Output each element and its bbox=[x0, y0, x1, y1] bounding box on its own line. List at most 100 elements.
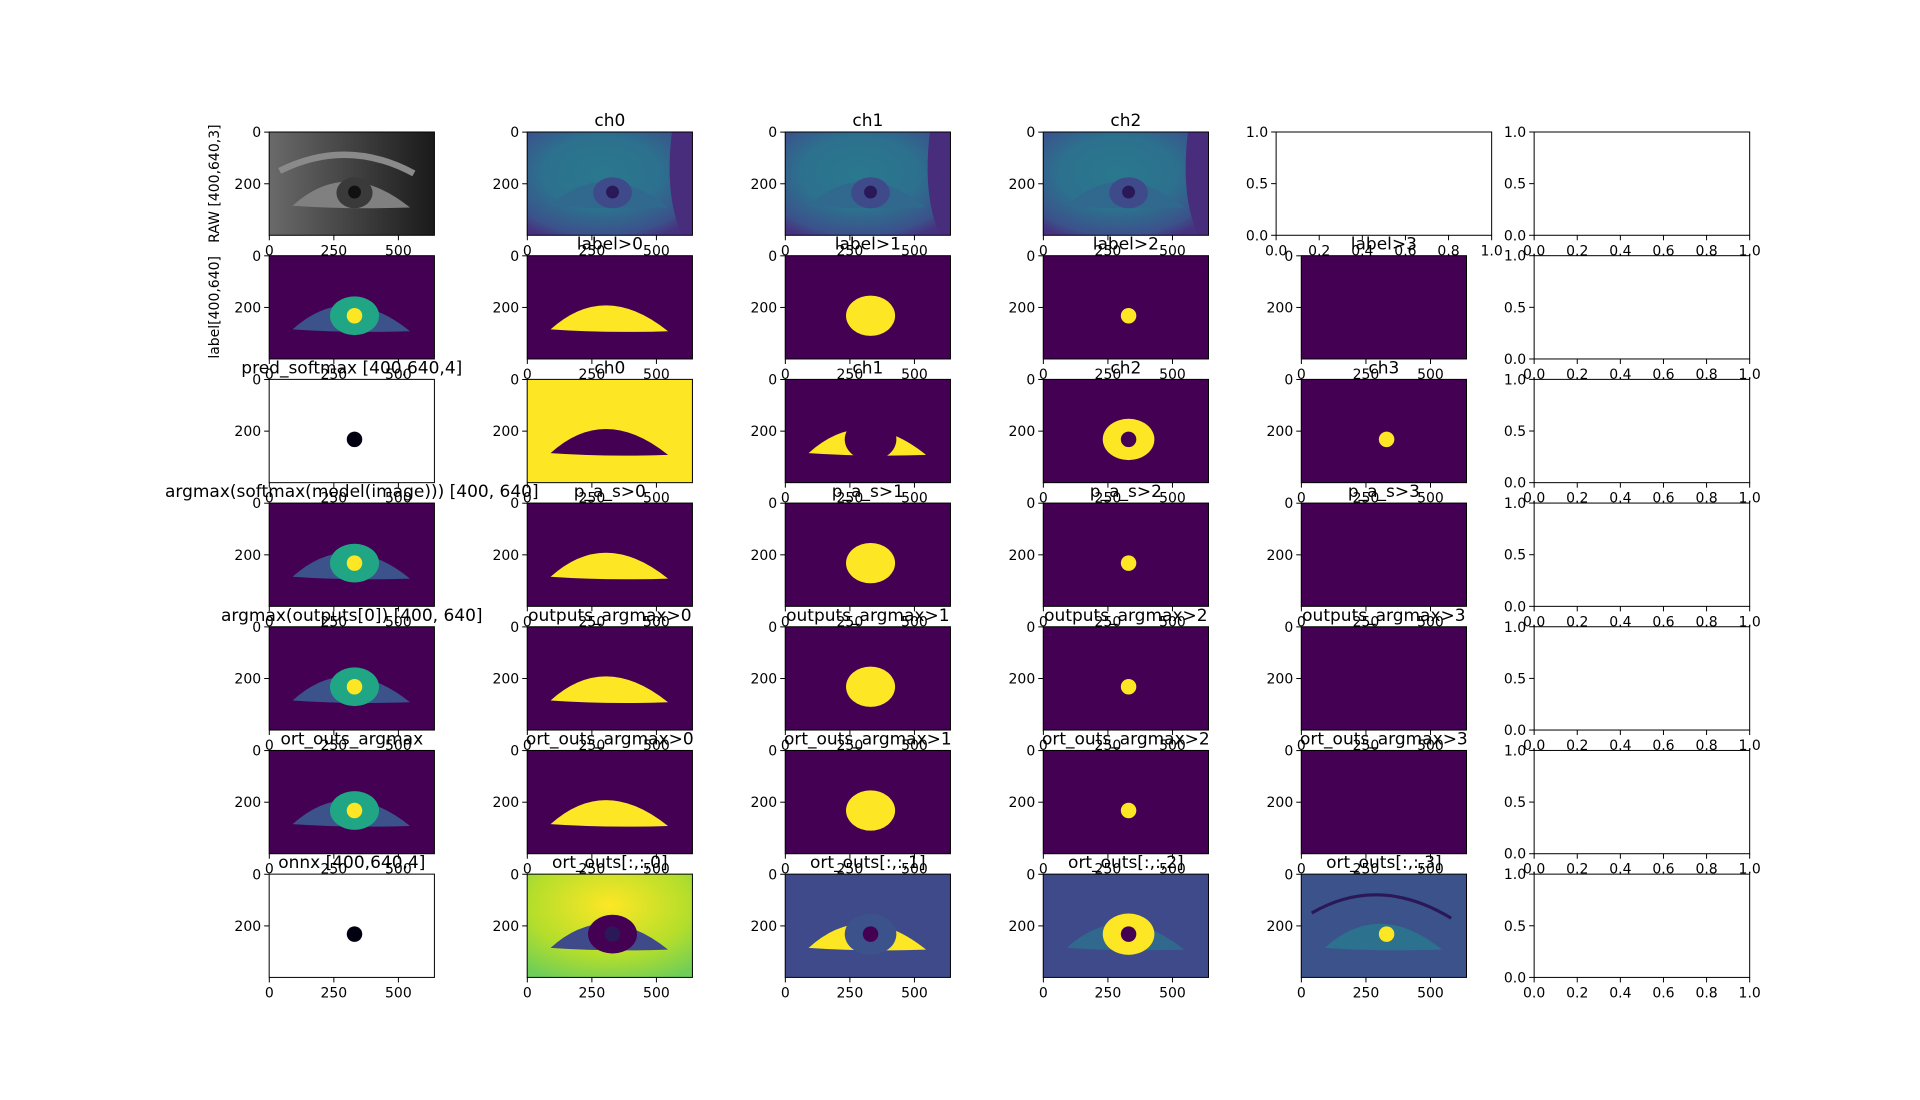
subplot-title: pred_softmax [400,640,4] bbox=[241, 358, 462, 378]
y-tick-label: 200 bbox=[1267, 795, 1294, 811]
y-tick-label: 0 bbox=[252, 496, 261, 512]
y-tick-label: 0.5 bbox=[1504, 424, 1526, 440]
x-tick-label: 0 bbox=[265, 614, 274, 630]
axes-frame bbox=[1533, 378, 1751, 484]
x-tick-label: 0.8 bbox=[1695, 985, 1717, 1001]
y-tick-label: 200 bbox=[492, 424, 519, 440]
image bbox=[1301, 379, 1467, 483]
x-tick-label: 1.0 bbox=[1739, 985, 1761, 1001]
y-tick-label: 0.0 bbox=[1504, 847, 1526, 863]
x-tick-label: 250 bbox=[320, 985, 347, 1001]
y-tick-label: 200 bbox=[1009, 672, 1036, 688]
image-region bbox=[1378, 926, 1395, 942]
y-tick-label: 0.0 bbox=[1504, 723, 1526, 739]
x-tick-label: 0.6 bbox=[1652, 243, 1674, 259]
x-tick-label: 0 bbox=[1297, 367, 1306, 383]
y-tick-label: 0 bbox=[1284, 249, 1293, 265]
x-tick-label: 0.6 bbox=[1652, 491, 1674, 507]
x-tick-label: 0.2 bbox=[1566, 985, 1588, 1001]
subplot: 0 250 500 0 200 onnx [400,640,4] bbox=[234, 853, 435, 1001]
image-region bbox=[846, 295, 896, 336]
image-region bbox=[862, 926, 879, 942]
y-tick-label: 0 bbox=[768, 620, 777, 636]
image-region bbox=[1378, 431, 1395, 448]
subplot-title: outputs_argmax>0 bbox=[528, 606, 691, 626]
y-tick-label: 200 bbox=[234, 424, 261, 440]
image-bg bbox=[269, 874, 435, 978]
y-tick-label: 1.0 bbox=[1504, 125, 1526, 141]
subplot-title: argmax(outputs[0]) [400, 640] bbox=[221, 606, 483, 626]
image-region bbox=[346, 555, 363, 571]
image bbox=[1043, 874, 1209, 978]
subplot-title: label>0 bbox=[577, 235, 643, 255]
x-tick-label: 0 bbox=[781, 491, 790, 507]
subplot: 0.0 0.2 0.4 0.6 0.8 1.00.00.51.0 bbox=[1504, 743, 1761, 877]
x-tick-label: 0.6 bbox=[1652, 367, 1674, 383]
x-tick-label: 250 bbox=[837, 985, 864, 1001]
subplot: 0 250 500 0 200 ort_outs[:,:,1] bbox=[750, 853, 951, 1001]
x-tick-label: 0.6 bbox=[1652, 614, 1674, 630]
image-region bbox=[1185, 132, 1209, 236]
image-region bbox=[1120, 679, 1137, 695]
x-tick-label: 0.4 bbox=[1609, 985, 1631, 1001]
x-tick-label: 0 bbox=[1039, 862, 1048, 878]
x-tick-label: 0.2 bbox=[1566, 862, 1588, 878]
x-tick-label: 0.8 bbox=[1695, 491, 1717, 507]
y-tick-label: 0 bbox=[510, 867, 519, 883]
y-tick-label: 0 bbox=[1026, 373, 1035, 389]
subplot-title: ch2 bbox=[1110, 358, 1141, 378]
y-tick-label: 0 bbox=[510, 496, 519, 512]
axes-frame bbox=[1533, 626, 1751, 731]
y-tick-label: 0 bbox=[510, 744, 519, 760]
x-tick-label: 0.4 bbox=[1609, 614, 1631, 630]
y-tick-label: 0 bbox=[1284, 496, 1293, 512]
image-region bbox=[1120, 555, 1137, 571]
x-tick-label: 0 bbox=[1039, 738, 1048, 754]
image-region bbox=[346, 679, 363, 695]
axes-frame bbox=[1533, 255, 1751, 360]
image bbox=[269, 379, 435, 483]
image-bg bbox=[1301, 379, 1467, 483]
subplot: 0 250 500 0 200 ort_outs[:,:,0] bbox=[492, 853, 693, 1001]
image-bg bbox=[1043, 255, 1209, 359]
image-bg bbox=[1043, 750, 1209, 854]
x-tick-label: 0 bbox=[781, 243, 790, 259]
x-tick-label: 0 bbox=[265, 985, 274, 1001]
y-tick-label: 200 bbox=[750, 795, 777, 811]
image-region bbox=[550, 429, 669, 456]
x-tick-label: 250 bbox=[1353, 985, 1380, 1001]
y-tick-label: 0 bbox=[1026, 744, 1035, 760]
y-tick-label: 0 bbox=[1284, 373, 1293, 389]
axes-frame bbox=[1533, 502, 1751, 607]
y-tick-label: 0 bbox=[1284, 867, 1293, 883]
image bbox=[527, 874, 693, 978]
image-region bbox=[348, 185, 361, 199]
y-tick-label: 200 bbox=[750, 424, 777, 440]
y-tick-label: 200 bbox=[1009, 424, 1036, 440]
y-tick-label: 0.5 bbox=[1246, 177, 1268, 193]
x-tick-label: 0 bbox=[1297, 862, 1306, 878]
subplot-title: outputs_argmax>3 bbox=[1302, 606, 1465, 626]
image bbox=[1043, 255, 1209, 359]
x-tick-label: 1.0 bbox=[1481, 243, 1503, 259]
y-tick-label: 1.0 bbox=[1504, 496, 1526, 512]
subplot-title: p_a_s>0 bbox=[574, 482, 646, 502]
y-tick-label: 200 bbox=[234, 177, 261, 193]
subplot: 0 250 500 0 200 ort_outs[:,:,2] bbox=[1009, 853, 1209, 1001]
x-tick-label: 0 bbox=[523, 614, 532, 630]
x-tick-label: 0.2 bbox=[1566, 491, 1588, 507]
y-tick-label: 200 bbox=[492, 672, 519, 688]
y-tick-label: 0 bbox=[1026, 867, 1035, 883]
x-tick-label: 0 bbox=[781, 738, 790, 754]
subplot-title: ch0 bbox=[594, 358, 625, 378]
x-tick-label: 0 bbox=[1297, 738, 1306, 754]
image bbox=[1301, 874, 1467, 978]
image-bg bbox=[1043, 626, 1209, 731]
image bbox=[1043, 132, 1209, 236]
x-tick-label: 0.0 bbox=[1523, 985, 1545, 1001]
